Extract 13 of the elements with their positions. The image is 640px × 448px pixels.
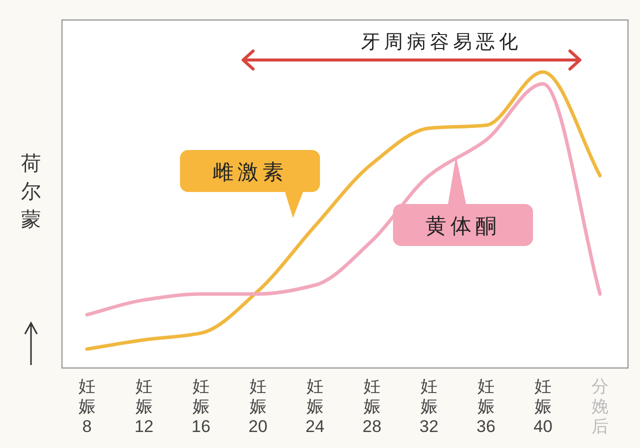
x-tick-label: 妊娠12 xyxy=(134,377,154,436)
x-tick-label: 妊娠28 xyxy=(362,377,382,436)
x-tick-label: 妊娠8 xyxy=(78,377,96,436)
legend-label: 黄体酮 xyxy=(426,215,500,238)
text: 牙周病容易恶化 xyxy=(361,31,522,53)
x-tick-label: 妊娠40 xyxy=(534,377,552,436)
x-tick-label: 妊娠36 xyxy=(476,377,496,436)
x-tick-label: 分娩后 xyxy=(592,377,608,436)
x-tick-label: 妊娠24 xyxy=(306,377,324,436)
x-tick-label: 妊娠16 xyxy=(192,377,210,436)
x-tick-label: 妊娠20 xyxy=(248,377,268,436)
y-axis-title: 荷尔蒙 xyxy=(21,153,41,231)
x-tick-label: 妊娠32 xyxy=(420,377,438,436)
